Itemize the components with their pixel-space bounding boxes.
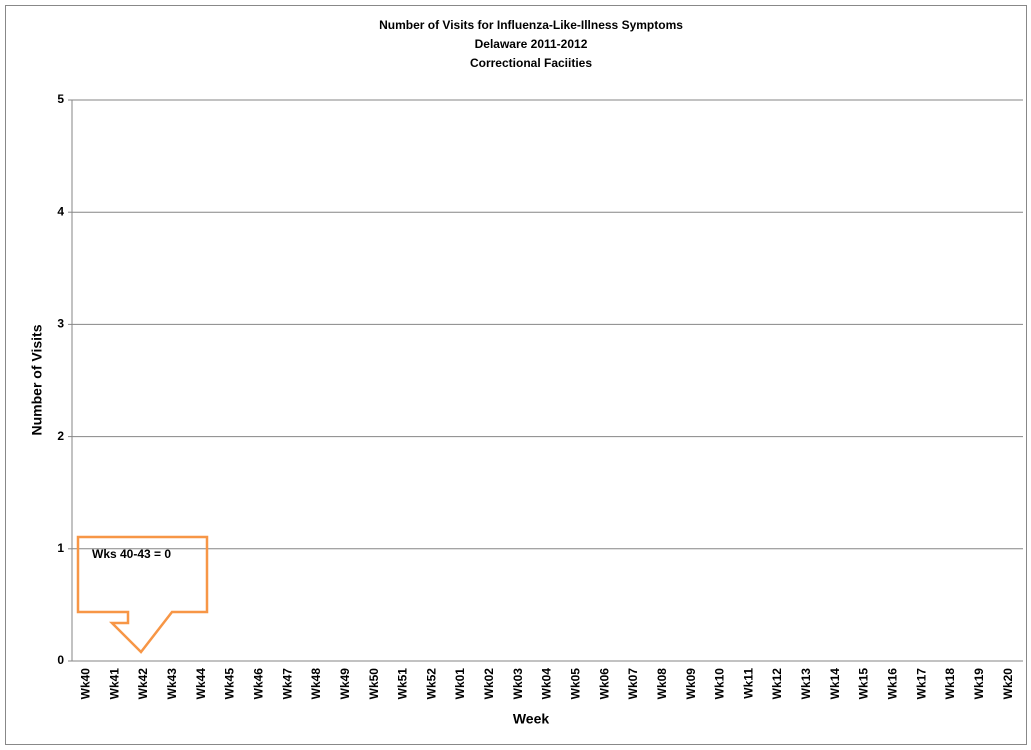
x-tick-label: Wk47	[280, 668, 294, 700]
x-tick-label: Wk41	[107, 668, 121, 700]
x-tick-label: Wk15	[857, 668, 871, 700]
y-tick-label: 3	[57, 317, 64, 331]
x-tick-label: Wk09	[684, 668, 698, 700]
x-tick-label: Wk13	[799, 668, 813, 700]
x-tick-label: Wk06	[597, 668, 611, 700]
x-tick-label: Wk46	[251, 668, 265, 700]
x-tick-label: Wk07	[626, 668, 640, 700]
x-tick-label: Wk04	[540, 668, 554, 700]
x-tick-label: Wk03	[511, 668, 525, 700]
chart-border	[5, 5, 1027, 745]
x-tick-label: Wk51	[396, 668, 410, 700]
callout	[76, 535, 209, 654]
x-tick-label: Wk49	[338, 668, 352, 700]
x-tick-label: Wk16	[885, 668, 899, 700]
x-tick-label: Wk17	[914, 668, 928, 700]
annotation: Wks 40-43 = 0	[92, 547, 171, 561]
y-axis-label: Number of Visits	[29, 324, 45, 435]
x-tick-label: Wk10	[713, 668, 727, 700]
x-tick-label: Wk18	[943, 668, 957, 700]
x-tick-label: Wk19	[972, 668, 986, 700]
y-tick-label: 2	[57, 429, 64, 443]
y-tick-label: 0	[57, 653, 64, 667]
x-axis-label: Week	[513, 711, 550, 727]
y-tick-label: 4	[57, 204, 64, 218]
x-tick-label: Wk20	[1001, 668, 1015, 700]
x-tick-label: Wk02	[482, 668, 496, 700]
chart-subtitle: Delaware 2011-2012	[475, 37, 588, 51]
chart-title: Number of Visits for Influenza-Like-Illn…	[379, 18, 683, 32]
x-tick-label: Wk48	[309, 668, 323, 700]
x-tick-label: Wk44	[194, 668, 208, 700]
x-tick-label: Wk14	[828, 668, 842, 700]
x-tick-label: Wk52	[424, 668, 438, 700]
chart-subtitle: Correctional Faciities	[470, 56, 592, 70]
x-tick-label: Wk40	[79, 668, 93, 700]
x-tick-label: Wk11	[741, 668, 755, 699]
x-tick-label: Wk45	[223, 668, 237, 700]
x-tick-label: Wk42	[136, 668, 150, 700]
x-tick-label: Wk50	[367, 668, 381, 700]
y-tick-label: 5	[57, 92, 64, 106]
x-tick-label: Wk08	[655, 668, 669, 700]
x-tick-label: Wk05	[568, 668, 582, 700]
x-tick-label: Wk43	[165, 668, 179, 700]
x-tick-label: Wk12	[770, 668, 784, 700]
y-tick-label: 1	[57, 541, 64, 555]
x-tick-label: Wk01	[453, 668, 467, 700]
